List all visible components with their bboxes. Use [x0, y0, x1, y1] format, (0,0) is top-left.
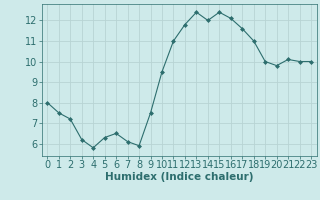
X-axis label: Humidex (Indice chaleur): Humidex (Indice chaleur) [105, 172, 253, 182]
